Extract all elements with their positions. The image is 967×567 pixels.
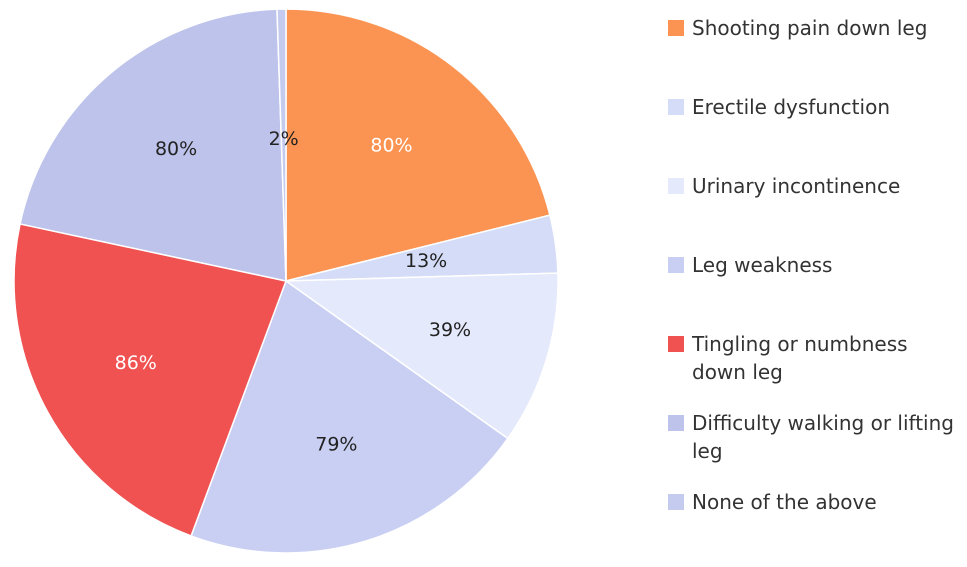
- pie-slice: [13, 223, 288, 537]
- pie-slice: [19, 8, 287, 282]
- legend-label: Shooting pain down leg: [692, 16, 928, 40]
- legend-label: Tingling or numbness down leg: [692, 332, 908, 384]
- legend-item: Tingling or numbness down leg: [665, 330, 965, 409]
- data-label: 86%: [115, 352, 157, 374]
- data-label: 80%: [370, 134, 412, 156]
- pie-slice: [283, 272, 559, 440]
- data-label: 2%: [269, 128, 299, 150]
- legend-item: Difficulty walking or lifting leg: [665, 409, 965, 488]
- pie-slice: [190, 279, 509, 554]
- legend-swatch: [668, 494, 684, 510]
- legend-label: None of the above: [692, 490, 877, 514]
- legend-item: Erectile dysfunction: [665, 93, 965, 172]
- legend-swatch: [668, 20, 684, 36]
- pie-slice: [276, 8, 287, 282]
- legend-swatch: [668, 415, 684, 431]
- legend-swatch: [668, 178, 684, 194]
- legend-item: Leg weakness: [665, 251, 965, 330]
- data-label: 80%: [155, 138, 197, 160]
- legend-item: Shooting pain down leg: [665, 14, 965, 93]
- pie-slice: [285, 8, 551, 282]
- legend-swatch: [668, 99, 684, 115]
- legend: Shooting pain down leg Erectile dysfuncti…: [665, 14, 965, 567]
- legend-label: Urinary incontinence: [692, 174, 901, 198]
- legend-item: Urinary incontinence: [665, 172, 965, 251]
- page: 80% 13% 39% 79% 86% 80% 2% Shooting pain down …: [13, 8, 954, 554]
- data-label: 39%: [429, 319, 471, 341]
- legend-item: None of the above: [665, 488, 965, 567]
- data-label: 79%: [315, 433, 357, 455]
- legend-label: Erectile dysfunction: [692, 95, 890, 119]
- legend-swatch: [668, 257, 684, 273]
- legend-label: Leg weakness: [692, 253, 833, 277]
- chart: 80% 13% 39% 79% 86% 80% 2%: [13, 8, 559, 554]
- legend-label: Difficulty walking or lifting leg: [692, 411, 954, 463]
- data-label: 13%: [405, 250, 447, 272]
- legend-swatch: [668, 336, 684, 352]
